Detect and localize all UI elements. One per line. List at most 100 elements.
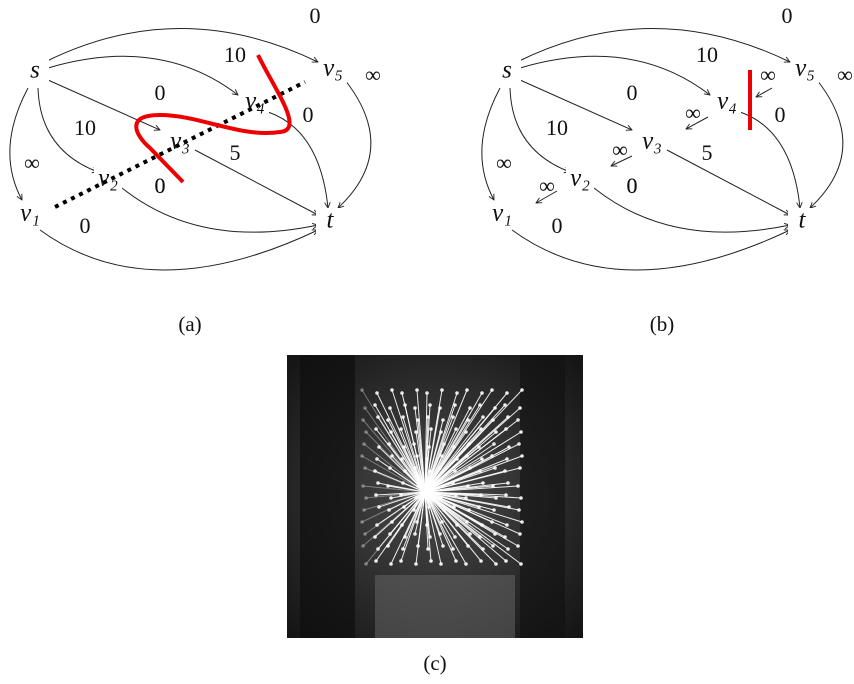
flow-dot	[517, 442, 521, 446]
edge-label: 0	[310, 3, 321, 28]
flow-dot	[414, 562, 418, 566]
flow-dot	[481, 481, 485, 485]
flow-dot	[400, 457, 404, 461]
edge-label: 5	[702, 140, 713, 165]
flow-dot	[518, 406, 522, 410]
edge-label: 0	[303, 102, 314, 127]
node-label: t	[799, 207, 807, 234]
flow-dot	[464, 562, 468, 566]
node-label: v₅	[323, 55, 343, 82]
flow-dot	[412, 508, 416, 512]
flow-dot	[481, 415, 485, 419]
flow-dot	[361, 484, 365, 488]
flow-dot	[360, 388, 364, 392]
flow-dot	[519, 430, 523, 434]
flow-dot	[412, 442, 416, 446]
edge	[338, 80, 371, 208]
edge-label: ∞	[612, 137, 628, 162]
flow-dot	[468, 406, 472, 410]
figure: sv₁v₂v₃v₄v₅t010∞00105∞000(a)sv₁v₂v₃v₄v₅t…	[0, 0, 854, 684]
flow-dot	[402, 505, 406, 509]
flow-dot	[362, 442, 366, 446]
flow-dot	[441, 544, 445, 548]
edge-label: 0	[782, 3, 793, 28]
flow-dot	[426, 547, 430, 551]
flow-dot	[364, 496, 368, 500]
edge-label: ∞	[760, 62, 776, 87]
flow-dot	[376, 415, 380, 419]
flow-dot	[375, 457, 379, 461]
flow-dot	[360, 454, 364, 458]
flow-dot	[506, 547, 510, 551]
flow-dot	[439, 430, 443, 434]
flow-dot	[374, 427, 378, 431]
edge	[517, 29, 790, 63]
flow-dot	[519, 496, 523, 500]
cut-red	[136, 55, 289, 182]
flow-dot	[377, 445, 381, 449]
flow-dot	[504, 493, 508, 497]
flow-dot	[516, 544, 520, 548]
flow-dot	[415, 388, 419, 392]
edge	[122, 188, 318, 232]
flow-dot	[416, 484, 420, 488]
edge-label: 10	[696, 42, 718, 67]
flow-dot	[374, 559, 378, 563]
edge-label: 0	[155, 173, 166, 198]
flow-dot	[386, 484, 390, 488]
flow-dot	[390, 520, 394, 524]
edge-label: ∞	[24, 150, 40, 175]
edge	[195, 150, 318, 215]
flow-dot	[480, 391, 484, 395]
flow-dot	[439, 562, 443, 566]
edge-label: ∞	[685, 100, 701, 125]
reverse-edge	[756, 88, 772, 97]
flow-dot	[451, 547, 455, 551]
flow-dot	[363, 406, 367, 410]
flow-dot	[454, 427, 458, 431]
flow-dot	[387, 442, 391, 446]
flow-dot	[362, 508, 366, 512]
flow-dot	[429, 559, 433, 563]
flow-dot	[519, 562, 523, 566]
flow-dot	[428, 403, 432, 407]
flow-dot	[413, 532, 417, 536]
flow-dot	[504, 559, 508, 563]
flow-dot	[364, 562, 368, 566]
edge-label: 5	[230, 140, 241, 165]
flow-dot	[454, 559, 458, 563]
flow-dot	[390, 454, 394, 458]
edge-label: 0	[775, 102, 786, 127]
flow-dot	[399, 427, 403, 431]
flow-dot	[427, 445, 431, 449]
node-label: v₄	[245, 88, 265, 115]
flow-dot	[453, 403, 457, 407]
node-label: v₁	[20, 200, 40, 227]
node-label: t	[327, 207, 335, 234]
flow-dot	[375, 391, 379, 395]
node-label: v₂	[570, 165, 590, 192]
caption: (a)	[178, 312, 201, 336]
edge	[810, 80, 843, 208]
flow-dot	[377, 505, 381, 509]
flow-dot	[360, 520, 364, 524]
edge-label: 10	[74, 115, 96, 140]
edge-label: 0	[627, 173, 638, 198]
edge-label: 0	[627, 80, 638, 105]
flow-dot	[491, 544, 495, 548]
edge-label: ∞	[539, 173, 555, 198]
edge	[520, 56, 710, 95]
flow-dot	[494, 562, 498, 566]
flow-dot	[492, 508, 496, 512]
flow-dot	[388, 406, 392, 410]
flow-dot	[403, 403, 407, 407]
flow-dot	[399, 559, 403, 563]
flow-dot	[505, 523, 509, 527]
flow-dot	[373, 535, 377, 539]
flow-dot	[438, 406, 442, 410]
edge	[482, 88, 500, 200]
edge	[10, 88, 28, 200]
flow-dot	[389, 430, 393, 434]
node-label: s	[502, 57, 512, 84]
flow-dot	[414, 496, 418, 500]
